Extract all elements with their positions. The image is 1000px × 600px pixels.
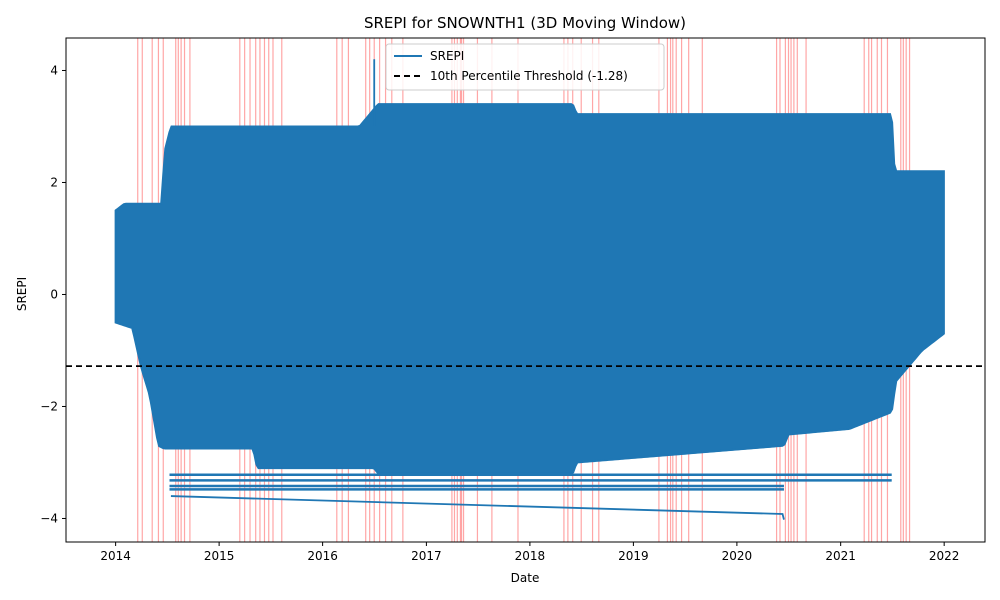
chart-title: SREPI for SNOWNTH1 (3D Moving Window) [364,14,686,32]
srepi-low-line [170,495,785,520]
y-axis-label: SREPI [15,277,29,311]
x-tick-label-2016: 2016 [307,549,338,563]
y-tick-label-4: 4 [50,63,58,77]
x-axis-label: Date [511,571,540,585]
x-tick-label-2020: 2020 [722,549,753,563]
y-tick-label-0: −4 [40,511,58,525]
y-tick-label-3: 2 [50,175,58,189]
x-tick-label-2014: 2014 [100,549,131,563]
plot-content [66,38,985,542]
legend: SREPI 10th Percentile Threshold (-1.28) [385,43,665,91]
y-tick-label-2: 0 [50,287,58,301]
y-tick-label-1: −2 [40,399,58,413]
x-tick-label-2022: 2022 [929,549,960,563]
x-tick-label-2018: 2018 [515,549,546,563]
x-tick-label-2019: 2019 [618,549,649,563]
legend-label-srepi: SREPI [430,49,464,63]
legend-box [385,43,665,91]
axes: 2014 2015 2016 2017 2018 2019 2020 2021 2022 −4 −2… [40,37,986,563]
legend-label-threshold: 10th Percentile Threshold (-1.28) [430,69,628,83]
x-tick-label-2017: 2017 [411,549,442,563]
x-tick-label-2021: 2021 [825,549,856,563]
plot-area [66,38,985,542]
x-tick-label-2015: 2015 [204,549,235,563]
plot-frame [65,37,986,543]
srepi-dense-area [114,103,945,475]
series-srepi [114,59,945,520]
